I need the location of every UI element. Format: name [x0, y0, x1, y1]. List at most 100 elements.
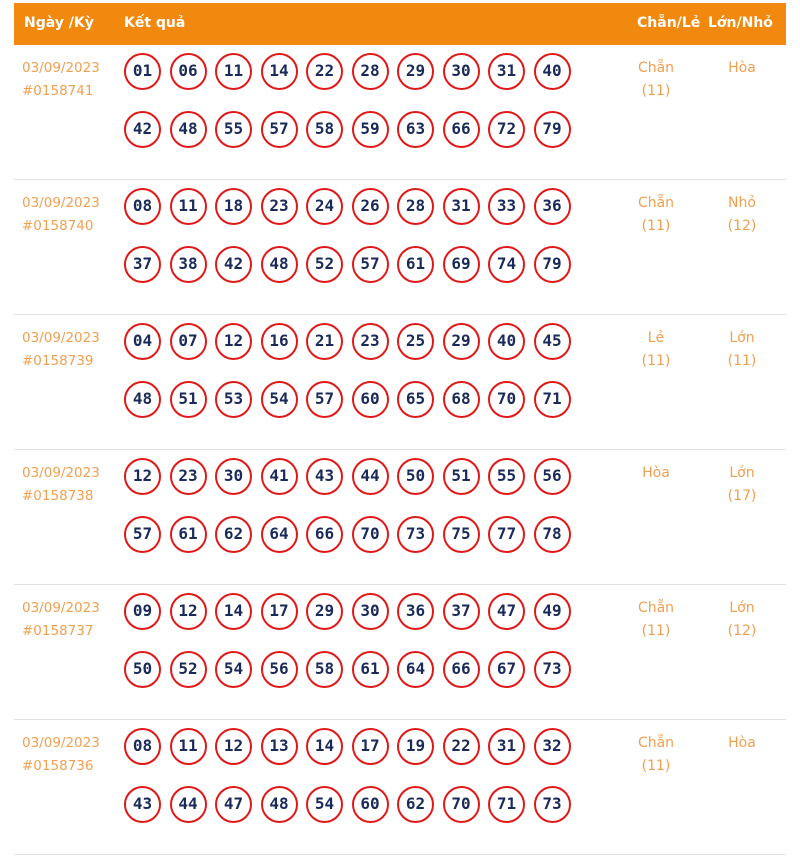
even-odd-label: Chẵn — [637, 735, 675, 751]
number-ball: 08 — [124, 728, 161, 765]
number-ball: 14 — [260, 53, 298, 90]
table-row: 03/09/2023 #0158738 12 23 30 41 43 44 50 51 55 56… — [14, 450, 786, 585]
even-odd-count: (11) — [641, 623, 671, 639]
number-ball: 42 — [124, 111, 161, 148]
header-big-small: Lớn/Nhỏ — [708, 15, 773, 31]
draw-info: 03/09/2023 #0158736 — [22, 732, 100, 778]
number-ball: 51 — [442, 458, 480, 495]
number-ball: 41 — [260, 458, 298, 495]
number-ball: 59 — [351, 111, 389, 148]
number-ball: 29 — [397, 53, 434, 90]
draw-id[interactable]: #0158737 — [22, 623, 94, 639]
number-ball: 30 — [442, 53, 480, 90]
number-ball: 11 — [215, 53, 252, 90]
number-ball: 72 — [488, 111, 525, 148]
number-ball: 67 — [488, 651, 525, 688]
big-small-label: Lớn — [729, 330, 755, 346]
draw-info: 03/09/2023 #0158739 — [22, 327, 100, 373]
number-ball: 17 — [260, 593, 298, 630]
big-small-label: Lớn — [729, 600, 755, 616]
number-ball: 48 — [260, 786, 298, 823]
draw-date: 03/09/2023 — [22, 600, 100, 616]
draw-id[interactable]: #0158740 — [22, 218, 94, 234]
number-ball: 07 — [169, 323, 207, 360]
number-ball: 06 — [169, 53, 207, 90]
draw-date: 03/09/2023 — [22, 195, 100, 211]
table-row: 03/09/2023 #0158739 04 07 12 16 21 23 25 29 40 45… — [14, 315, 786, 450]
number-ball: 11 — [169, 728, 207, 765]
number-ball: 69 — [442, 246, 480, 283]
number-ball: 40 — [533, 53, 571, 90]
number-ball: 71 — [533, 381, 571, 418]
number-ball: 62 — [397, 786, 434, 823]
big-small-label: Hòa — [728, 60, 756, 76]
table-row: 03/09/2023 #0158741 01 06 11 14 22 28 29 30 31 40… — [14, 45, 786, 180]
draw-id[interactable]: #0158739 — [22, 353, 94, 369]
results-table: Ngày /Kỳ Kết quả Chẵn/Lẻ Lớn/Nhỏ 03/09/2… — [14, 3, 786, 855]
number-ball: 04 — [124, 323, 161, 360]
number-ball: 36 — [533, 188, 571, 225]
number-ball: 71 — [488, 786, 525, 823]
number-ball: 37 — [442, 593, 480, 630]
even-odd-count: (11) — [641, 353, 671, 369]
number-ball: 11 — [169, 188, 207, 225]
even-odd-label: Chẵn — [637, 60, 675, 76]
number-ball: 57 — [351, 246, 389, 283]
header-result: Kết quả — [124, 15, 186, 31]
even-odd-cell: Chẵn (11) — [621, 597, 691, 643]
number-ball: 60 — [351, 786, 389, 823]
number-ball: 61 — [397, 246, 434, 283]
number-ball: 78 — [533, 516, 571, 553]
big-small-cell: Hòa — [707, 57, 777, 80]
header-even-odd: Chẵn/Lẻ — [637, 15, 701, 31]
number-ball: 65 — [397, 381, 434, 418]
number-ball: 12 — [124, 458, 161, 495]
number-ball: 08 — [124, 188, 161, 225]
number-ball: 37 — [124, 246, 161, 283]
number-ball: 40 — [488, 323, 525, 360]
even-odd-cell: Hòa — [621, 462, 691, 485]
number-ball: 31 — [442, 188, 480, 225]
number-ball: 79 — [533, 111, 571, 148]
even-odd-cell: Chẵn (11) — [621, 732, 691, 778]
number-ball: 73 — [533, 651, 571, 688]
draw-info: 03/09/2023 #0158738 — [22, 462, 100, 508]
even-odd-cell: Chẵn (11) — [621, 192, 691, 238]
number-ball: 44 — [351, 458, 389, 495]
number-ball: 23 — [260, 188, 298, 225]
number-ball: 54 — [260, 381, 298, 418]
number-ball: 09 — [124, 593, 161, 630]
big-small-label: Hòa — [728, 735, 756, 751]
even-odd-label: Lẻ — [647, 330, 665, 346]
number-ball: 32 — [533, 728, 571, 765]
number-ball: 31 — [488, 53, 525, 90]
number-ball: 13 — [260, 728, 298, 765]
number-ball: 44 — [169, 786, 207, 823]
number-ball: 58 — [306, 651, 343, 688]
draw-id[interactable]: #0158738 — [22, 488, 94, 504]
draw-id[interactable]: #0158741 — [22, 83, 94, 99]
number-ball: 63 — [397, 111, 434, 148]
number-ball: 53 — [215, 381, 252, 418]
draw-id[interactable]: #0158736 — [22, 758, 94, 774]
big-small-cell: Lớn (11) — [707, 327, 777, 373]
number-ball: 17 — [351, 728, 389, 765]
number-ball: 48 — [260, 246, 298, 283]
number-ball: 48 — [169, 111, 207, 148]
number-ball: 73 — [397, 516, 434, 553]
number-ball: 12 — [215, 728, 252, 765]
number-ball: 50 — [124, 651, 161, 688]
number-ball: 57 — [124, 516, 161, 553]
number-ball: 57 — [306, 381, 343, 418]
result-numbers: 08 11 12 13 14 17 19 22 31 32 43 44 47 48 54 60 62 70 71 73 — [124, 728, 584, 844]
even-odd-count: (11) — [641, 83, 671, 99]
number-ball: 64 — [260, 516, 298, 553]
number-ball: 66 — [442, 651, 480, 688]
draw-date: 03/09/2023 — [22, 60, 100, 76]
number-ball: 43 — [306, 458, 343, 495]
number-ball: 45 — [533, 323, 571, 360]
number-ball: 58 — [306, 111, 343, 148]
number-ball: 51 — [169, 381, 207, 418]
table-header: Ngày /Kỳ Kết quả Chẵn/Lẻ Lớn/Nhỏ — [14, 3, 786, 45]
number-ball: 33 — [488, 188, 525, 225]
